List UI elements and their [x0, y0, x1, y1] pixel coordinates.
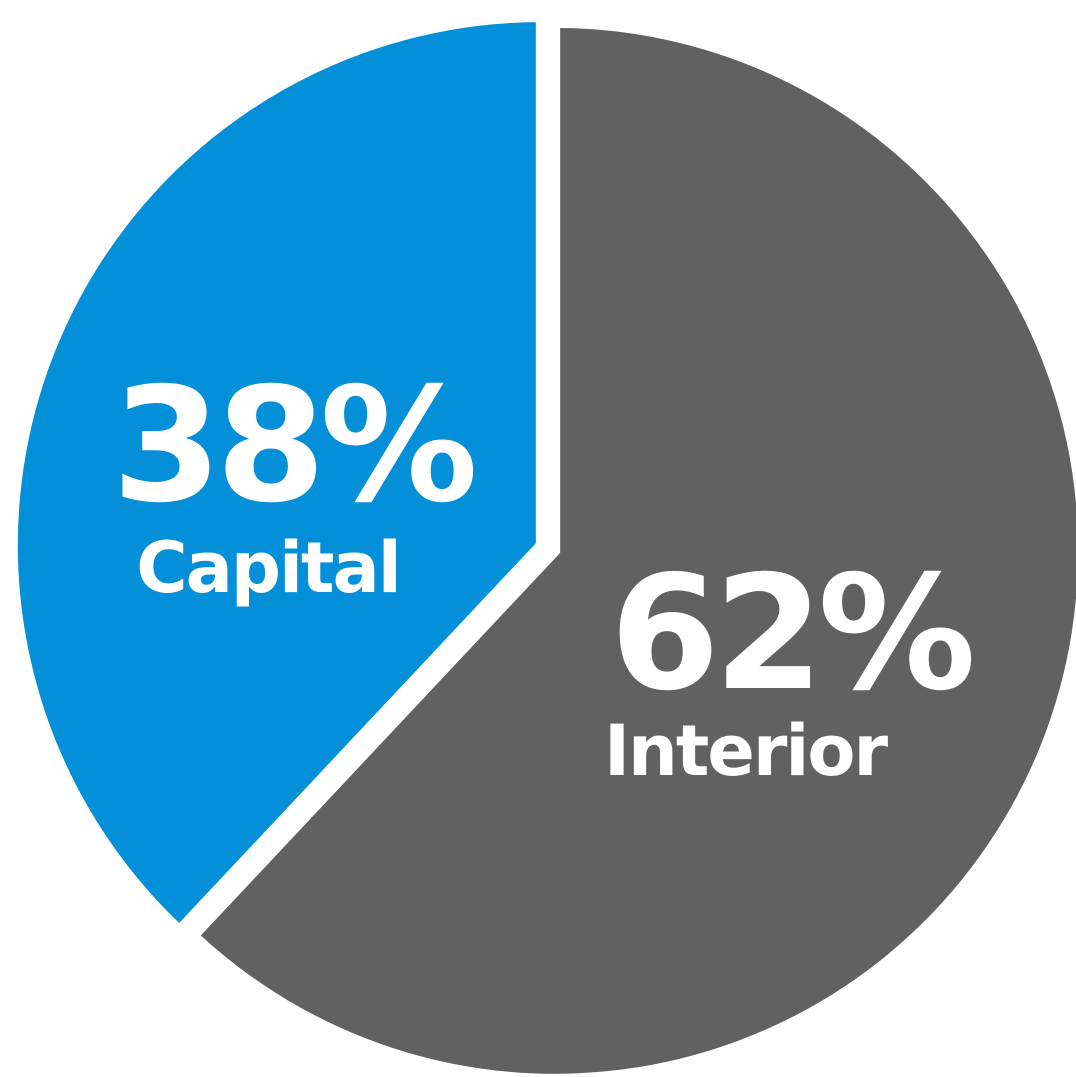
capital-category-label: Capital — [136, 527, 399, 609]
pie-slice-interior — [186, 17, 1076, 1077]
interior-category-label: Interior — [604, 710, 888, 792]
pie-slice-capital — [7, 12, 546, 938]
interior-percent-label: 62% — [610, 542, 972, 726]
pie-labels: 38% Capital 62% Interior — [112, 354, 978, 792]
pie-slices — [7, 12, 1076, 1077]
capital-percent-label: 38% — [112, 354, 474, 538]
